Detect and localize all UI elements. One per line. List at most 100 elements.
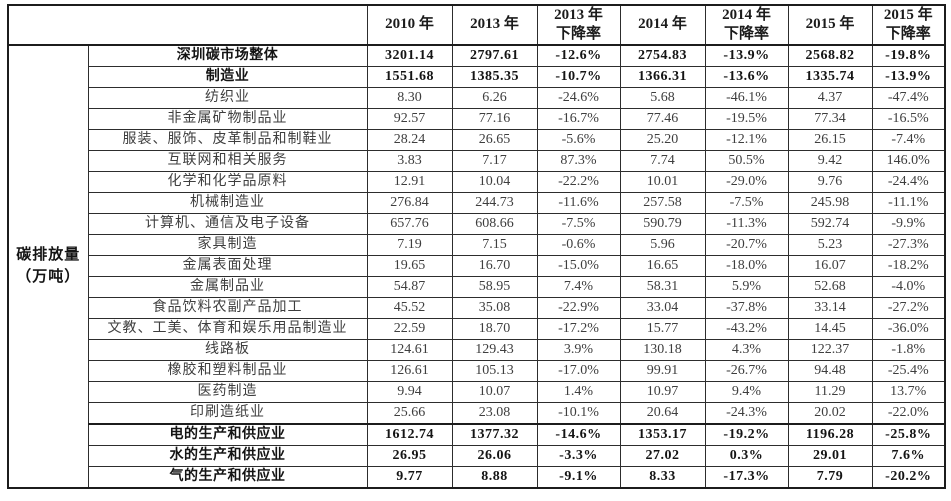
row-label: 医药制造 [87,380,368,403]
value-cell: -9.1% [536,465,621,488]
unit-label-line1: 碳排放量 [16,247,81,263]
value-cell: 7.79 [787,465,873,488]
value-cell: -5.6% [536,128,621,151]
value-cell: 9.76 [787,170,873,193]
value-cell: 13.7% [871,380,946,403]
value-cell: -27.2% [871,296,946,319]
table-row: 非金属矿物制品业 92.57 77.16 -16.7% 77.46 -19.5% 77.34… [8,107,946,130]
value-cell: 28.24 [366,128,453,151]
row-label: 非金属矿物制品业 [87,107,368,130]
value-cell: 7.17 [451,149,538,172]
value-cell: 25.20 [619,128,706,151]
value-cell: -22.2% [536,170,621,193]
value-cell: 20.64 [619,401,706,424]
value-cell: -12.6% [536,44,621,67]
value-cell: 276.84 [366,191,453,214]
value-cell: -36.0% [871,317,946,340]
column-header-4: 2014 年 下降率 [704,4,789,46]
value-cell: -22.9% [536,296,621,319]
table-row: 橡胶和塑料制品业 126.61 105.13 -17.0% 99.91 -26.7% 94.… [8,359,946,382]
row-label: 纺织业 [87,86,368,109]
value-cell: 94.48 [787,359,873,382]
value-cell: 99.91 [619,359,706,382]
value-cell: 2754.83 [619,44,706,67]
table-row: 医药制造 9.94 10.07 1.4% 10.97 9.4% 11.29 13.7% [8,380,946,403]
table-row: 计算机、通信及电子设备 657.76 608.66 -7.5% 590.79 -11.3%… [8,212,946,235]
value-cell: -20.2% [871,465,946,488]
value-cell: 50.5% [704,149,789,172]
table-row: 机械制造业 276.84 244.73 -11.6% 257.58 -7.5% 245.98… [8,191,946,214]
table-row: 化学和化学品原料 12.91 10.04 -22.2% 10.01 -29.0% 9.76-… [8,170,946,193]
value-cell: 25.66 [366,401,453,424]
table-row: 文教、工美、体育和娱乐用品制造业 22.59 18.70 -17.2% 15.77 -43… [8,317,946,340]
row-label: 印刷造纸业 [87,401,368,424]
value-cell: -47.4% [871,86,946,109]
value-cell: 7.4% [536,275,621,298]
value-cell: 45.52 [366,296,453,319]
value-cell: 146.0% [871,149,946,172]
value-cell: 26.15 [787,128,873,151]
value-cell: -13.6% [704,65,789,88]
value-cell: 12.91 [366,170,453,193]
column-header-3: 2014 年 [619,4,706,46]
value-cell: 130.18 [619,338,706,361]
value-cell: 4.37 [787,86,873,109]
column-header-5: 2015 年 [787,4,873,46]
value-cell: 1335.74 [787,65,873,88]
table-row: 印刷造纸业 25.66 23.08 -10.1% 20.64 -24.3% 20.02 -22… [8,401,946,424]
table-row: 碳排放量 （万吨） 深圳碳市场整体 3201.14 2797.61 -12.6% 2754.… [7,44,946,488]
value-cell: 4.3% [704,338,789,361]
value-cell: -27.3% [871,233,946,256]
value-cell: 77.34 [787,107,873,130]
row-label: 金属表面处理 [87,254,368,277]
value-cell: 52.68 [787,275,873,298]
value-cell: 16.65 [619,254,706,277]
row-label: 水的生产和供应业 [87,444,368,467]
column-header-6: 2015 年 下降率 [871,4,946,46]
table-row: 金属制品业 54.87 58.95 7.4% 58.31 5.9% 52.68 -4.0% [8,275,946,298]
value-cell: -4.0% [871,275,946,298]
value-cell: 5.68 [619,86,706,109]
value-cell: 29.01 [787,444,873,467]
row-label: 线路板 [87,338,368,361]
column-header-2: 2013 年 下降率 [536,4,621,46]
table-header: 2010 年 2013 年 2013 年 下降率 2014 年 2014 年 下降率 20… [7,4,946,46]
value-cell: 9.4% [704,380,789,403]
row-group-label: 碳排放量 （万吨） [7,44,89,488]
value-cell: 1377.32 [451,422,538,446]
value-cell: 1196.28 [787,422,873,446]
value-cell: 8.88 [451,465,538,488]
value-cell: 19.65 [366,254,453,277]
value-cell: 10.04 [451,170,538,193]
value-cell: -11.3% [704,212,789,235]
value-cell: 245.98 [787,191,873,214]
value-cell: -17.0% [536,359,621,382]
value-cell: 8.30 [366,86,453,109]
value-cell: 5.9% [704,275,789,298]
value-cell: -3.3% [536,444,621,467]
row-label: 互联网和相关服务 [87,149,368,172]
value-cell: 2568.82 [787,44,873,67]
table-row: 气的生产和供应业 9.77 8.88 -9.1% 8.33 -17.3% 7.79 -20.2… [8,465,946,488]
value-cell: 92.57 [366,107,453,130]
value-cell: 1551.68 [366,65,453,88]
value-cell: -10.1% [536,401,621,424]
table-row: 电的生产和供应业 1612.74 1377.32 -14.6% 1353.17 -19.2… [8,422,946,446]
value-cell: 10.01 [619,170,706,193]
value-cell: -19.8% [871,44,946,67]
value-cell: 33.14 [787,296,873,319]
value-cell: 77.16 [451,107,538,130]
value-cell: 7.6% [871,444,946,467]
value-cell: 124.61 [366,338,453,361]
row-label: 金属制品业 [87,275,368,298]
table-row: 金属表面处理 19.65 16.70 -15.0% 16.65 -18.0% 16.07 -1… [8,254,946,277]
value-cell: 657.76 [366,212,453,235]
value-cell: -11.1% [871,191,946,214]
row-label: 电的生产和供应业 [87,422,368,446]
value-cell: -25.8% [871,422,946,446]
value-cell: 26.95 [366,444,453,467]
value-cell: 58.95 [451,275,538,298]
value-cell: 18.70 [451,317,538,340]
value-cell: 22.59 [366,317,453,340]
